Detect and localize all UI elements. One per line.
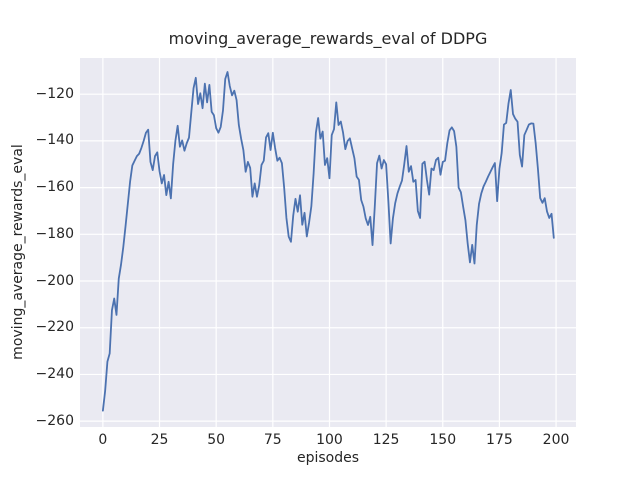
plot-area (80, 58, 576, 427)
x-tick-label: 200 (542, 432, 570, 448)
chart-title: moving_average_rewards_eval of DDPG (168, 29, 488, 48)
y-tick-label: −260 (35, 412, 74, 429)
y-axis-label: moving_average_rewards_eval (10, 144, 26, 360)
y-tick-label: −120 (35, 85, 74, 102)
y-tick-label: −240 (35, 365, 74, 382)
x-tick-label: 100 (316, 432, 343, 448)
x-tick-label: 175 (486, 432, 513, 448)
y-tick-label: −140 (35, 132, 74, 149)
x-tick-label: 150 (429, 432, 457, 448)
y-tick-label: −220 (35, 319, 74, 336)
x-tick-label: 25 (150, 432, 169, 448)
x-axis-label: episodes (296, 450, 360, 466)
y-tick-label: −200 (35, 272, 74, 289)
x-tick-label: 0 (98, 432, 108, 448)
line-series (101, 71, 555, 412)
x-tick-label: 50 (207, 432, 226, 448)
plot-canvas (80, 58, 576, 427)
axes-background (80, 58, 576, 427)
x-tick-label: 125 (372, 432, 400, 448)
y-tick-label: −180 (35, 225, 74, 242)
x-tick-label: 75 (263, 432, 282, 448)
y-tick-label: −160 (35, 179, 74, 196)
